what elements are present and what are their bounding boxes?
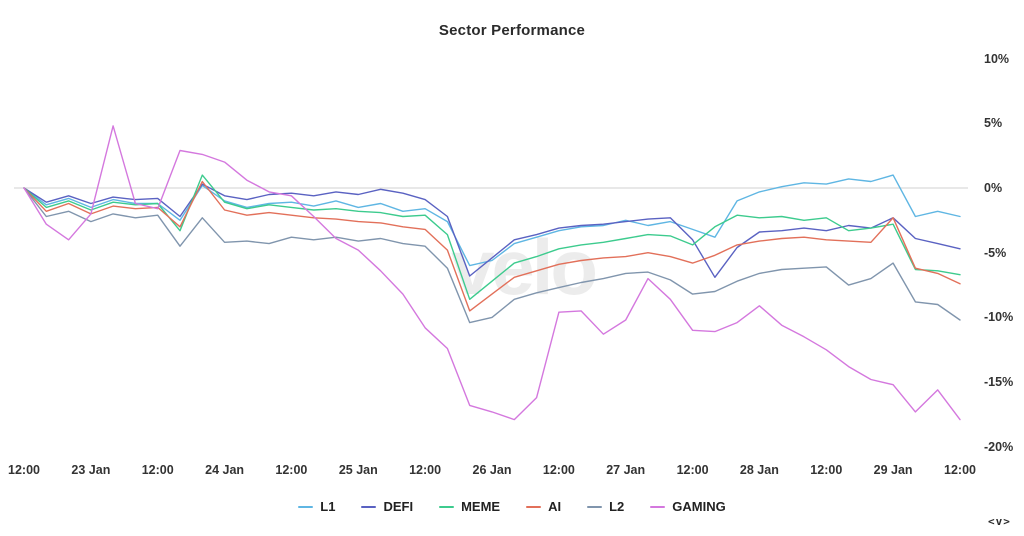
x-axis-label: 29 Jan [873,463,913,477]
legend-item-ai[interactable]: AI [526,499,561,514]
legend-label: L1 [320,499,336,514]
legend-item-defi[interactable]: DEFI [361,499,413,514]
y-axis-label: -5% [984,245,1007,260]
legend-label: GAMING [672,499,726,514]
chart-legend: L1 DEFI MEME AI L2 GAMING [0,499,1024,514]
x-axis-label: 27 Jan [606,463,646,477]
x-axis-label: 12:00 [676,463,709,477]
series-line-defi [23,183,961,278]
x-axis-label: 12:00 [944,463,976,477]
legend-item-l2[interactable]: L2 [587,499,624,514]
y-axis-label: 10% [984,51,1010,66]
series-line-ai [23,180,961,312]
chart-title: Sector Performance [438,22,586,39]
x-axis-label: 12:00 [542,463,575,477]
legend-line-swatch-icon [587,505,603,508]
x-axis-label: 24 Jan [205,463,245,477]
legend-line-swatch-icon [298,505,314,508]
velo-corner-logo: <v> [988,515,1011,528]
legend-line-swatch-icon [650,505,666,508]
legend-item-gaming[interactable]: GAMING [650,499,726,514]
x-axis-label: 28 Jan [739,463,779,477]
legend-label: MEME [461,499,501,514]
x-axis-label: 12:00 [275,463,308,477]
y-axis-label: -10% [984,310,1014,325]
legend-line-swatch-icon [439,505,455,508]
legend-item-l1[interactable]: L1 [298,499,335,514]
x-axis-label: 25 Jan [338,463,378,477]
y-axis-label: 0% [984,181,1003,195]
x-axis-label: 23 Jan [71,463,111,477]
legend-item-meme[interactable]: MEME [439,499,500,514]
y-axis-label: 5% [984,116,1003,131]
legend-label: DEFI [383,499,414,514]
series-line-l1 [23,174,961,267]
x-axis-label: 26 Jan [472,463,512,477]
x-axis-label: 12:00 [409,463,442,477]
x-axis-label: 12:00 [141,463,174,477]
legend-label: L2 [609,499,625,514]
series-line-l2 [23,187,961,324]
series-line-meme [23,174,961,300]
legend-line-swatch-icon [526,505,542,508]
x-axis-label: 12:00 [810,463,843,477]
series-line-gaming [23,125,961,421]
x-axis-label: 12:00 [8,463,40,477]
legend-line-swatch-icon [361,505,377,508]
y-axis-label: -15% [984,375,1014,390]
y-axis-label: -20% [984,439,1014,454]
legend-label: AI [548,499,562,514]
